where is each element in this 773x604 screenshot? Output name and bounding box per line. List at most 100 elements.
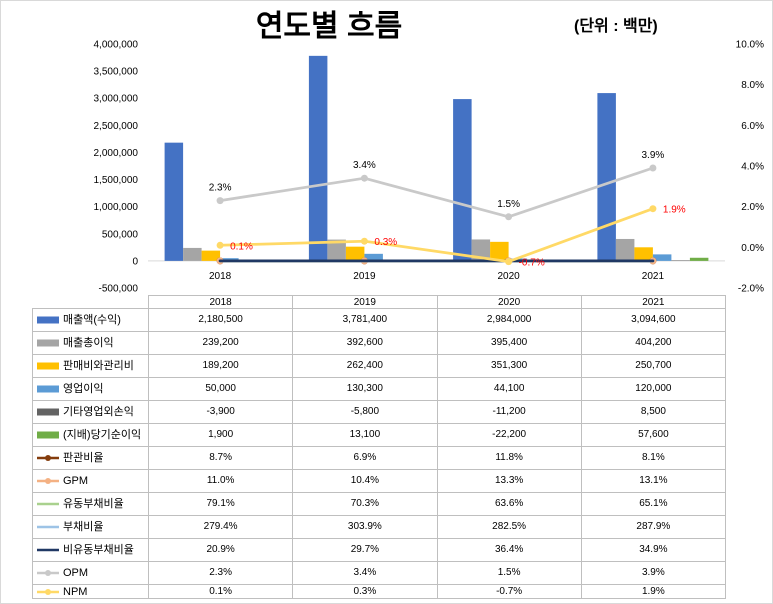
data-table-cell-gpm-2021: 13.1% — [580, 469, 727, 493]
data-table-cell-opm-2020: 1.5% — [436, 561, 582, 585]
bar-revenue-2018 — [164, 142, 184, 261]
legend-key-npm — [36, 587, 60, 597]
data-table-cell-revenue-2020: 2,984,000 — [436, 308, 582, 332]
data-table-row-opm: OPM 2.3% 3.4% 1.5% 3.9% — [32, 561, 727, 585]
unit-label: (단위 : 백만) — [574, 18, 658, 35]
legend-swatch — [37, 339, 59, 347]
series-name-operating-profit: 영업이익 — [63, 383, 104, 395]
data-label-opm-2020: 1.5% — [497, 199, 520, 210]
data-table-cell-sga-expense-2019: 262,400 — [292, 354, 438, 378]
legend-key-sga-ratio — [36, 453, 60, 463]
series-name-gross-profit: 매출총이익 — [63, 337, 114, 349]
left-axis-tick-label: 4,000,000 — [94, 40, 139, 51]
legend-swatch — [37, 385, 59, 393]
data-table-row-operating-profit: 영업이익 50,000 130,300 44,100 120,000 — [32, 377, 727, 401]
left-axis-tick-label: 3,500,000 — [94, 67, 139, 78]
data-table-cell-gross-profit-2018: 239,200 — [147, 331, 294, 355]
data-table-cell-debt-ratio-2018: 279.4% — [147, 515, 294, 539]
data-table-cell-gross-profit-2020: 395,400 — [436, 331, 582, 355]
data-table-cell-gpm-2018: 11.0% — [147, 469, 294, 493]
data-table-cell-sga-ratio-2019: 6.9% — [292, 446, 438, 470]
legend-swatch — [37, 525, 59, 529]
data-table-year-header: 2020 — [436, 295, 582, 309]
data-table-cell-sga-ratio-2021: 8.1% — [580, 446, 727, 470]
right-axis-tick-label: 10.0% — [736, 40, 764, 51]
data-table-row-noncurrent-liability-ratio: 비유동부채비율 20.9% 29.7% 36.4% 34.9% — [32, 538, 727, 562]
marker-npm-2019 — [360, 237, 368, 245]
data-table-row-revenue: 매출액(수익) 2,180,500 3,781,400 2,984,000 3,094,… — [32, 308, 727, 332]
data-table-cell-sga-ratio-2020: 11.8% — [436, 446, 582, 470]
legend-swatch — [37, 408, 59, 416]
data-table-cell-gpm-2019: 10.4% — [292, 469, 438, 493]
bar-operating-profit-2021 — [652, 254, 672, 261]
chart-title: 연도별 흐름 — [255, 10, 403, 43]
marker-npm-2021 — [649, 205, 657, 213]
data-table-cell-revenue-2021: 3,094,600 — [580, 308, 727, 332]
data-table-year-header: 2019 — [292, 295, 438, 309]
series-label-cell-net-income: (지배)당기순이익 — [32, 423, 149, 447]
data-table-cell-sga-expense-2021: 250,700 — [580, 354, 727, 378]
legend-swatch-marker — [45, 588, 51, 595]
data-table-cell-current-liability-ratio-2019: 70.3% — [292, 492, 438, 516]
data-table-row-other-nonoperating-gain: 기타영업외손익 -3,900 -5,800 -11,200 8,500 — [32, 400, 727, 424]
series-name-debt-ratio: 부채비율 — [63, 521, 104, 533]
series-name-gpm: GPM — [63, 475, 89, 487]
series-label-cell-gross-profit: 매출총이익 — [32, 331, 149, 355]
line-opm — [218, 166, 655, 219]
legend-swatch — [37, 548, 59, 552]
bar-gross-profit-2019 — [327, 239, 346, 261]
data-table-year-header: 2018 — [147, 295, 294, 309]
right-axis-tick-label: 2.0% — [741, 202, 764, 213]
legend-key-other-nonoperating-gain — [36, 407, 60, 417]
bar-sga-expense-2021 — [634, 247, 653, 261]
data-table-row-net-income: (지배)당기순이익 1,900 13,100 -22,200 57,600 — [32, 423, 727, 447]
marker-opm-2019 — [360, 174, 368, 182]
legend-swatch — [37, 431, 59, 439]
data-table-cell-operating-profit-2018: 50,000 — [147, 377, 294, 401]
data-table-cell-npm-2018: 0.1% — [147, 584, 294, 599]
series-name-other-nonoperating-gain: 기타영업외손익 — [63, 406, 134, 418]
data-table-corner — [32, 295, 149, 309]
series-name-net-income: (지배)당기순이익 — [63, 429, 142, 441]
data-table-cell-gross-profit-2021: 404,200 — [580, 331, 727, 355]
left-axis-tick-label: 500,000 — [102, 229, 139, 240]
data-table-header: 2018 2019 2020 2021 — [32, 295, 727, 309]
data-table-cell-sga-expense-2018: 189,200 — [147, 354, 294, 378]
data-table-cell-other-nonoperating-gain-2018: -3,900 — [147, 400, 294, 424]
data-table-row-debt-ratio: 부채비율 279.4% 303.9% 282.5% 287.9% — [32, 515, 727, 539]
series-name-sga-ratio: 판관비율 — [63, 452, 104, 464]
data-table-cell-noncurrent-liability-ratio-2020: 36.4% — [436, 538, 582, 562]
data-table-cell-opm-2018: 2.3% — [147, 561, 294, 585]
data-table-row-current-liability-ratio: 유동부채비율 79.1% 70.3% 63.6% 65.1% — [32, 492, 727, 516]
data-table-cell-noncurrent-liability-ratio-2021: 34.9% — [580, 538, 727, 562]
bar-gross-profit-2021 — [615, 238, 635, 261]
data-table-cell-gpm-2020: 13.3% — [436, 469, 582, 493]
data-label-npm-2021: 1.9% — [663, 205, 686, 216]
legend-swatch-marker — [45, 570, 51, 577]
data-label-opm-2019: 3.4% — [353, 160, 376, 171]
data-table-header-row: 2018 2019 2020 2021 — [32, 295, 727, 309]
data-table-row-sga-ratio: 판관비율 8.7% 6.9% 11.8% 8.1% — [32, 446, 727, 470]
data-table-cell-other-nonoperating-gain-2020: -11,200 — [436, 400, 582, 424]
data-table-cell-npm-2021: 1.9% — [580, 584, 727, 599]
legend-swatch-bar — [37, 385, 59, 393]
series-label-cell-opm: OPM — [32, 561, 149, 585]
left-axis-tick-label: 2,000,000 — [94, 148, 139, 159]
legend-swatch-marker — [45, 478, 51, 485]
data-table-cell-current-liability-ratio-2018: 79.1% — [147, 492, 294, 516]
series-label-cell-revenue: 매출액(수익) — [32, 308, 149, 332]
legend-swatch — [37, 502, 59, 506]
bar-sga-expense-2020 — [490, 241, 509, 261]
data-label-opm-2018: 2.3% — [209, 183, 232, 194]
left-axis-tick-label: 2,500,000 — [94, 121, 139, 132]
legend-key-sga-expense — [36, 361, 60, 371]
series-name-revenue: 매출액(수익) — [63, 314, 121, 326]
data-table-row-gross-profit: 매출총이익 239,200 392,600 395,400 404,200 — [32, 331, 727, 355]
legend-swatch — [37, 316, 59, 324]
marker-npm-2020 — [505, 258, 513, 266]
bar-net-income-2021 — [689, 257, 709, 261]
series-name-opm: OPM — [63, 567, 89, 579]
data-table-cell-sga-ratio-2018: 8.7% — [147, 446, 294, 470]
line-npm — [218, 207, 655, 263]
